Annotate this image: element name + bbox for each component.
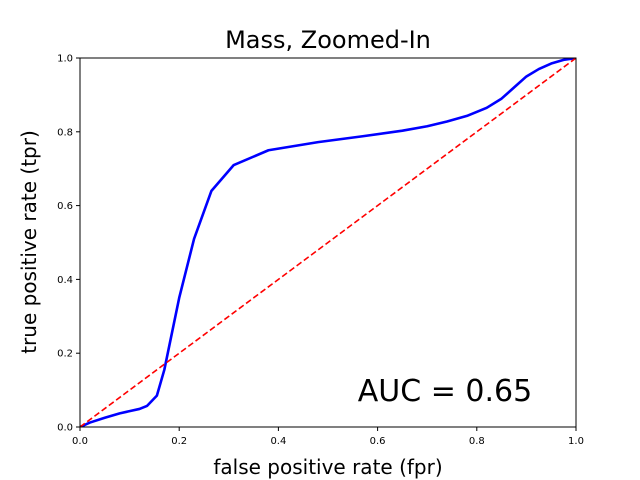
x-axis-ticks: 0.0 0.2 0.4 0.6 0.8 1.0 <box>72 427 584 447</box>
x-tick-label: 0.2 <box>171 436 187 447</box>
x-tick-label: 0.0 <box>72 436 88 447</box>
y-tick-label: 1.0 <box>57 54 73 65</box>
y-tick-label: 0.8 <box>57 127 73 138</box>
x-tick-label: 1.0 <box>568 436 584 447</box>
plot-area <box>79 57 577 428</box>
chance-diagonal-line <box>80 58 576 427</box>
roc-curve-line <box>80 58 576 427</box>
y-tick-label: 0.2 <box>57 349 73 360</box>
y-tick-label: 0.6 <box>57 201 73 212</box>
y-tick-label: 0.4 <box>57 275 73 286</box>
axes-frame <box>79 57 577 428</box>
x-tick-label: 0.4 <box>270 436 286 447</box>
chart-title: Mass, Zoomed-In <box>225 26 431 54</box>
y-axis-label: true positive rate (tpr) <box>17 130 41 354</box>
x-tick-label: 0.8 <box>469 436 485 447</box>
auc-annotation: AUC = 0.65 <box>358 374 532 409</box>
x-tick-label: 0.6 <box>370 436 386 447</box>
y-tick-label: 0.0 <box>57 423 73 434</box>
y-axis-ticks: 0.0 0.2 0.4 0.6 0.8 1.0 <box>57 54 80 434</box>
x-axis-label: false positive rate (fpr) <box>213 455 442 479</box>
